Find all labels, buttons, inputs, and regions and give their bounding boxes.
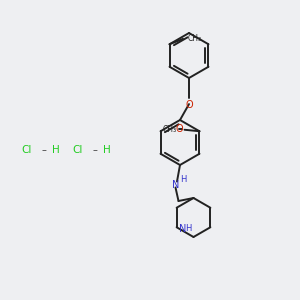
Text: –: – [41,145,46,155]
Text: O: O [176,124,183,134]
Text: H: H [180,175,186,184]
Text: N: N [172,179,179,190]
Text: H: H [103,145,110,155]
Text: O: O [185,100,193,110]
Text: Cl: Cl [22,145,32,155]
Text: CH₃: CH₃ [163,125,177,134]
Text: N: N [179,224,186,234]
Text: Cl: Cl [73,145,83,155]
Text: H: H [52,145,59,155]
Text: H: H [185,224,191,233]
Text: CH₃: CH₃ [187,34,201,43]
Text: –: – [92,145,97,155]
